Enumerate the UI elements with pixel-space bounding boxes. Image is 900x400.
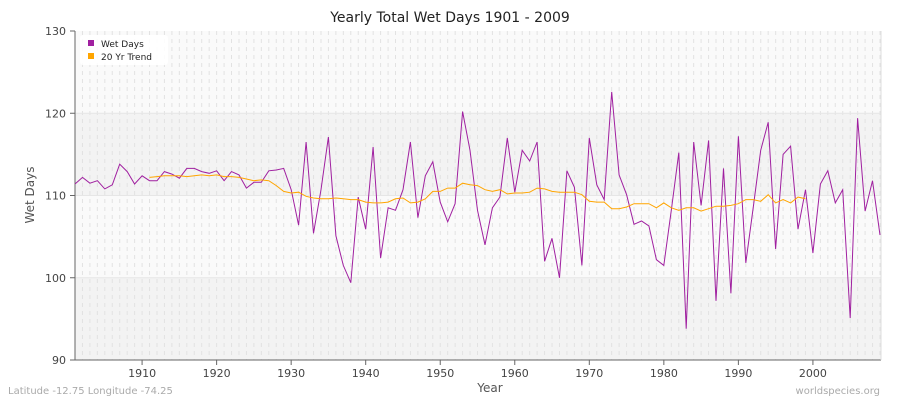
legend-label-trend: 20 Yr Trend [101, 53, 152, 63]
x-tick-label: 1960 [501, 367, 529, 380]
x-tick-label: 1970 [575, 367, 603, 380]
chart-title: Yearly Total Wet Days 1901 - 2009 [329, 10, 570, 26]
footer-coordinates: Latitude -12.75 Longitude -74.25 [8, 386, 173, 397]
x-tick-label: 1910 [128, 367, 156, 380]
x-axis-label: Year [476, 381, 502, 395]
x-tick-label: 1930 [277, 367, 305, 380]
legend-label-wet-days: Wet Days [101, 40, 144, 50]
legend-swatch-trend [88, 53, 94, 59]
y-tick-label: 100 [45, 272, 66, 285]
x-tick-label: 1980 [650, 367, 678, 380]
legend: Wet Days 20 Yr Trend [80, 35, 168, 65]
y-tick-label: 90 [52, 354, 66, 367]
x-tick-label: 1920 [203, 367, 231, 380]
footer-source: worldspecies.org [796, 386, 880, 397]
x-tick-label: 1990 [724, 367, 752, 380]
x-tick-label: 1940 [352, 367, 380, 380]
trend-series-line [149, 174, 806, 212]
y-tick-label: 130 [45, 25, 66, 38]
legend-swatch-wet-days [88, 40, 94, 46]
x-tick-label: 1950 [426, 367, 454, 380]
y-axis-label: Wet Days [23, 166, 37, 223]
legend-box [80, 35, 168, 65]
y-tick-label: 120 [45, 107, 66, 120]
x-tick-label: 2000 [799, 367, 827, 380]
y-tick-label: 110 [45, 190, 66, 203]
wet-days-series-line [74, 91, 881, 329]
